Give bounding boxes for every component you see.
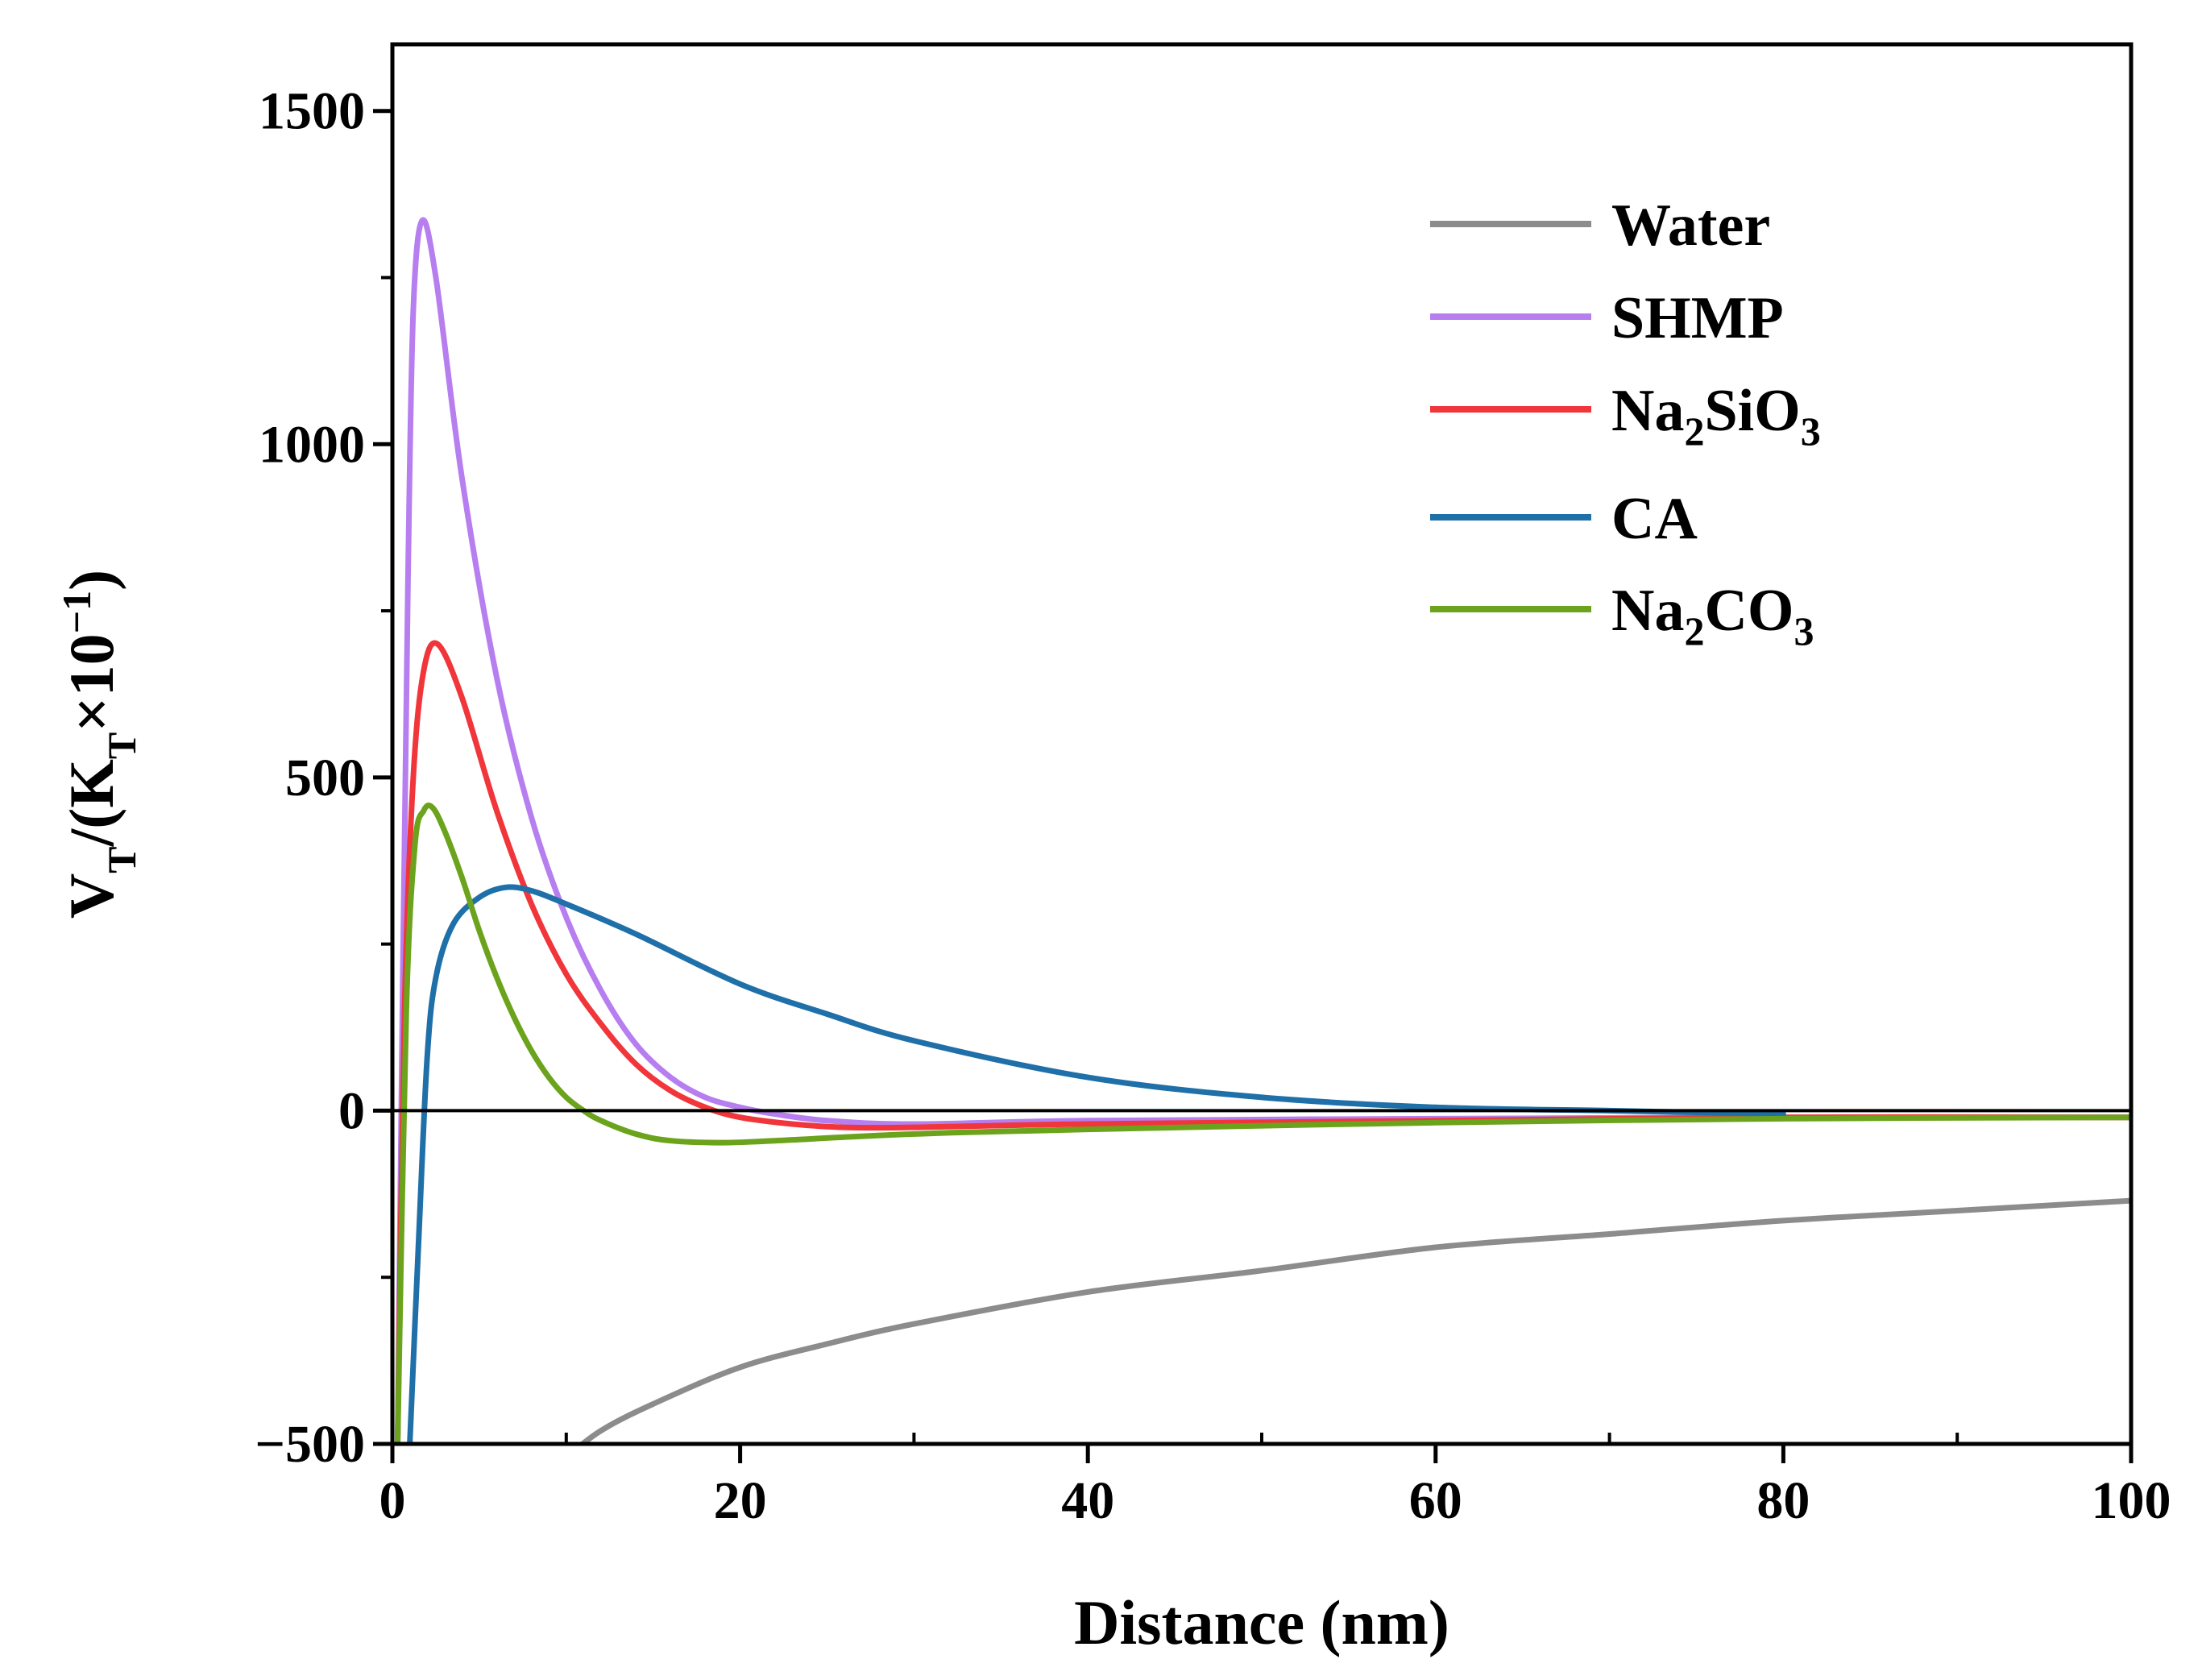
series-line-ca	[407, 884, 1786, 1444]
axis-ticks	[373, 109, 2134, 1463]
y-tick-label: 1500	[259, 82, 365, 141]
y-axis-title: VT/(KT×10−1)	[54, 570, 144, 919]
y-title-mid-sub: T	[99, 732, 144, 759]
series-line-na2sio3	[395, 640, 2131, 1444]
legend-label: CA	[1611, 486, 1698, 552]
plot-frame	[390, 42, 2134, 1446]
legend-item-ca: CA	[1430, 486, 1698, 552]
y-tick-label: 500	[285, 749, 365, 807]
x-tick-label: 60	[1409, 1471, 1462, 1530]
legend-item-na2co3: Na2CO3	[1430, 578, 1814, 653]
x-tick-label: 20	[714, 1471, 767, 1530]
legend-item-shmp: SHMP	[1430, 285, 1784, 351]
legend-label: SHMP	[1611, 285, 1784, 351]
legend-item-water: Water	[1430, 193, 1770, 259]
y-title-close: )	[56, 570, 126, 591]
x-tick-label: 0	[379, 1471, 406, 1530]
y-title-tail-sup: −1	[54, 591, 99, 634]
y-tick-label: −500	[255, 1415, 365, 1474]
series-line-water	[578, 1197, 2131, 1444]
x-tick-label: 80	[1756, 1471, 1810, 1530]
x-axis-title: Distance (nm)	[1074, 1587, 1449, 1657]
x-tick-label: 100	[2092, 1471, 2171, 1530]
y-tick-label: 1000	[259, 415, 365, 474]
series-line-shmp	[395, 217, 2131, 1444]
y-title-base-sub: T	[99, 846, 144, 873]
series-lines	[395, 217, 2131, 1444]
x-tick-label: 40	[1061, 1471, 1114, 1530]
y-title-base: V	[56, 873, 126, 919]
legend-label: Na2CO3	[1611, 578, 1814, 653]
y-title-mid: /(K	[56, 759, 126, 848]
legend-label: Na2SiO3	[1611, 378, 1821, 454]
y-tick-label: 0	[338, 1081, 365, 1140]
legend-label: Water	[1611, 193, 1770, 259]
legend: Water SHMP Na2SiO3 CA Na2CO3	[1430, 193, 1821, 653]
legend-item-na2sio3: Na2SiO3	[1430, 378, 1821, 454]
y-title-tail: ×10	[56, 633, 126, 732]
series-line-na2co3	[395, 803, 2131, 1444]
